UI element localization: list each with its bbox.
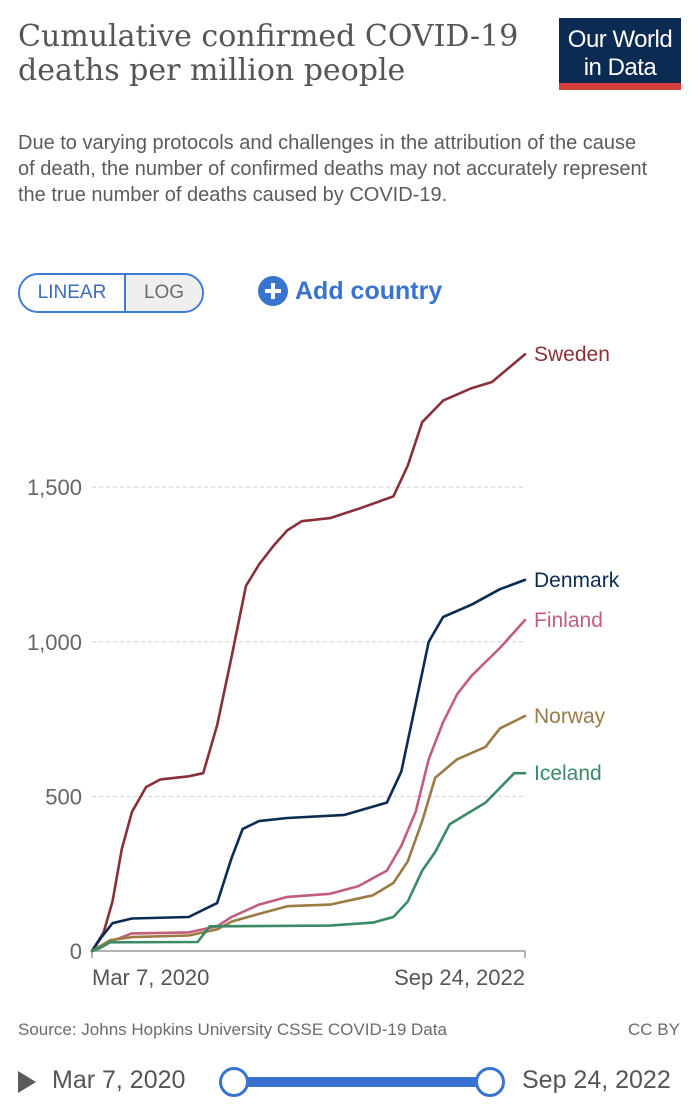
y-tick-label: 1,500 (27, 475, 82, 500)
source-note[interactable]: Source: Johns Hopkins University CSSE CO… (18, 1020, 447, 1039)
scale-toggle: LINEAR LOG (18, 273, 204, 313)
series-label-iceland: Iceland (534, 762, 602, 785)
logo-text: Our World in Data (567, 26, 673, 81)
series-line-norway (90, 714, 527, 953)
play-icon[interactable] (18, 1071, 36, 1093)
y-tick-label: 500 (45, 784, 82, 809)
timeline-end-handle[interactable] (475, 1067, 505, 1097)
add-country-button[interactable]: Add country (258, 276, 442, 306)
series-label-sweden: Sweden (534, 343, 610, 366)
x-tick-label: Mar 7, 2020 (92, 965, 209, 990)
license-link[interactable]: CC BY (628, 1020, 680, 1039)
series-line-iceland (90, 771, 527, 953)
series-line-finland (90, 618, 527, 953)
series-label-denmark: Denmark (534, 569, 620, 592)
log-scale-button[interactable]: LOG (126, 275, 202, 311)
timeline-end-label: Sep 24, 2022 (522, 1066, 671, 1094)
y-tick-label: 1,000 (27, 630, 82, 655)
plus-circle-icon (258, 276, 288, 306)
timeline-track[interactable] (232, 1077, 490, 1087)
series-line-sweden (90, 352, 527, 953)
series-label-norway: Norway (534, 705, 606, 728)
logo-accent-bar (559, 83, 681, 90)
x-tick-label: Sep 24, 2022 (394, 965, 525, 990)
chart-title: Cumulative confirmed COVID-19 deaths per… (18, 19, 519, 88)
linear-scale-button[interactable]: LINEAR (20, 275, 126, 311)
series-label-finland: Finland (534, 609, 603, 632)
chart-subtitle: Due to varying protocols and challenges … (18, 132, 648, 206)
add-country-label: Add country (295, 276, 443, 305)
y-tick-label: 0 (70, 939, 82, 964)
series-line-denmark (90, 578, 527, 953)
timeline-start-handle[interactable] (219, 1067, 249, 1097)
owid-logo[interactable]: Our World in Data (559, 18, 681, 90)
timeline-start-label: Mar 7, 2020 (52, 1066, 186, 1094)
line-chart: 0 500 1,000 1,500 Mar 7, 2020 Sep 24, 2022 Swe… (27, 343, 620, 990)
